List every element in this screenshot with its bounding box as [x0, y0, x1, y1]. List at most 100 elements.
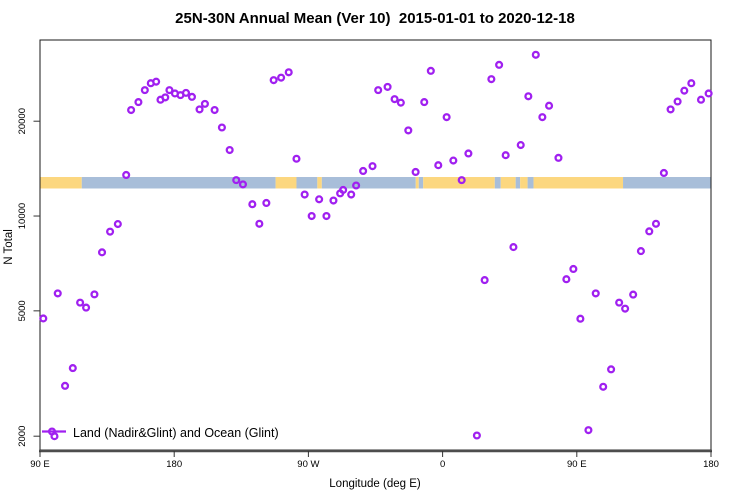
data-point [97, 248, 107, 257]
map-band-segment-land [275, 177, 297, 189]
data-point [90, 290, 99, 299]
data-point [420, 98, 429, 107]
data-point [284, 68, 293, 77]
legend-label: Land (Nadir&Glint) and Ocean (Glint) [73, 426, 279, 440]
data-point [195, 105, 204, 114]
data-point [480, 276, 489, 285]
data-point [531, 50, 540, 59]
data-point [569, 264, 578, 274]
data-point [396, 98, 405, 107]
data-point [210, 105, 219, 115]
data-point [217, 123, 226, 132]
data-point [76, 298, 85, 307]
data-point [106, 227, 115, 236]
x-tick-label: 90 W [297, 459, 319, 470]
data-point [300, 190, 309, 199]
data-point [161, 93, 170, 102]
x-tick-label: 90 E [567, 459, 587, 470]
data-point [442, 113, 451, 122]
data-point [122, 170, 131, 180]
data-point [673, 97, 682, 106]
data-point [181, 88, 191, 97]
data-point [61, 381, 70, 390]
data-point [615, 298, 624, 307]
data-point [140, 86, 149, 95]
data-point [666, 105, 675, 114]
x-tick-label: 0 [440, 459, 445, 470]
data-point [152, 77, 161, 86]
y-axis-title: N Total [3, 229, 15, 265]
data-point [127, 105, 136, 115]
map-band-segment-ocean [527, 177, 534, 189]
data-point [68, 364, 77, 373]
map-band-segment-ocean [494, 177, 501, 189]
data-point [562, 275, 571, 284]
data-point [584, 426, 593, 435]
data-point [383, 82, 392, 91]
data-point [411, 167, 420, 177]
map-band-segment-ocean [296, 177, 318, 189]
data-point [262, 198, 271, 208]
data-point [165, 86, 174, 95]
x-tick-label: 90 E [30, 459, 50, 470]
data-point [277, 73, 286, 82]
data-point [307, 211, 316, 221]
data-point [651, 219, 661, 228]
map-band-segment-land [533, 177, 624, 189]
data-point [232, 176, 241, 185]
data-point [248, 200, 257, 209]
data-point [238, 180, 247, 189]
data-point [659, 168, 668, 178]
data-point [696, 95, 706, 104]
map-band-segment-ocean [81, 177, 276, 189]
y-tick-label: 2000 [17, 426, 28, 447]
map-band-segment-land [40, 177, 82, 189]
data-point [426, 66, 435, 75]
data-point [509, 243, 518, 252]
map-band-segment-land [415, 177, 419, 189]
data-point [524, 92, 533, 101]
map-band-segment-ocean [321, 177, 416, 189]
data-point [495, 60, 504, 69]
data-point [545, 101, 554, 110]
data-point [255, 219, 264, 228]
data-point [599, 382, 608, 391]
map-band-segment-ocean [623, 177, 711, 189]
data-point [50, 432, 59, 441]
data-point [329, 196, 338, 205]
chart-title: 25N-30N Annual Mean (Ver 10) 2015-01-01 … [175, 10, 575, 27]
data-point [225, 145, 234, 155]
data-point [359, 166, 368, 176]
data-point [339, 185, 348, 194]
map-band-segment-land [500, 177, 516, 189]
data-point [554, 153, 563, 162]
y-tick-label: 10000 [17, 203, 28, 229]
data-point [472, 431, 481, 440]
data-point [322, 211, 331, 221]
data-point [629, 290, 638, 299]
map-band-segment-land [317, 177, 322, 189]
data-point [269, 76, 278, 85]
data-point [113, 220, 122, 229]
data-point [704, 89, 713, 98]
data-point [315, 195, 324, 204]
y-tick-label: 5000 [17, 300, 28, 321]
data-point [501, 151, 510, 160]
data-point [39, 314, 48, 323]
data-point [82, 303, 91, 312]
x-tick-label: 180 [703, 459, 719, 470]
data-point [680, 86, 689, 95]
data-point [368, 162, 377, 171]
data-point [687, 79, 696, 88]
data-point [538, 113, 547, 122]
data-point [487, 75, 496, 84]
map-band-segment-ocean [515, 177, 521, 189]
data-point [621, 304, 630, 313]
data-point [187, 92, 196, 101]
data-point [292, 154, 301, 163]
data-point [390, 95, 399, 104]
data-point [404, 126, 413, 135]
data-point [464, 149, 473, 158]
